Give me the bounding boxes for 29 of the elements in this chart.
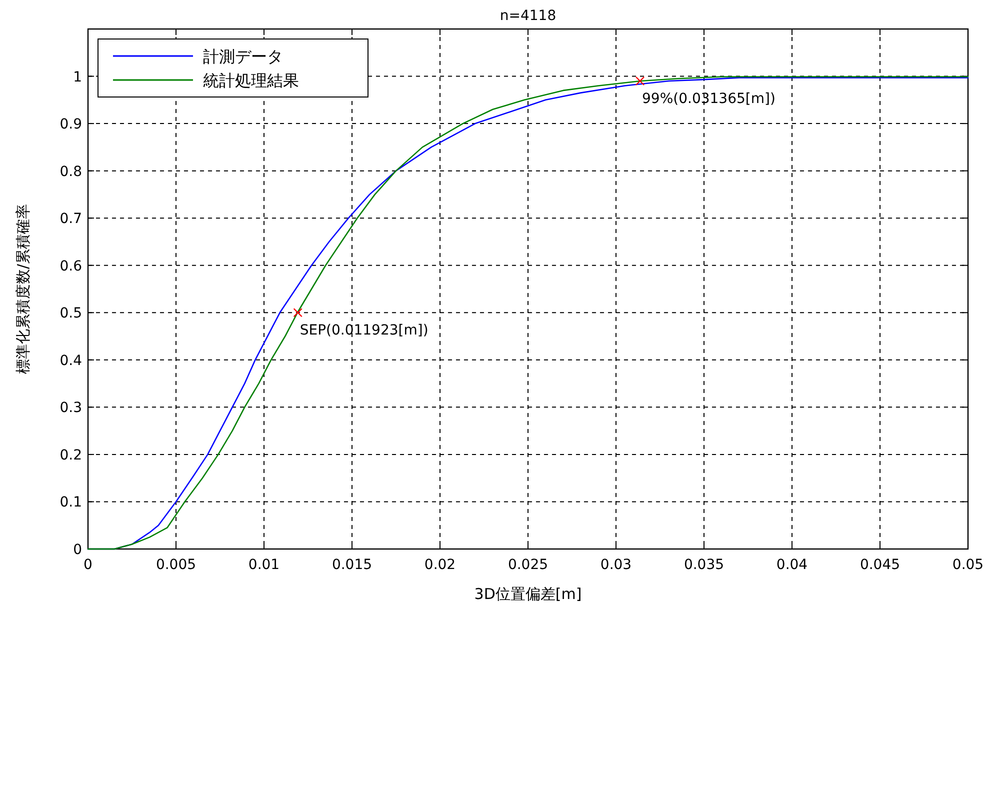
x-tick-label: 0.015 (332, 557, 372, 573)
annotation: SEP(0.011923[m]) (300, 322, 428, 339)
y-axis-title: 標準化累積度数/累積確率 (14, 204, 32, 374)
x-tick-label: 0.01 (248, 557, 280, 573)
y-tick-label: 0.1 (60, 494, 82, 511)
x-tick-label: 0.05 (952, 557, 984, 573)
legend-label: 統計処理結果 (203, 71, 299, 90)
x-tick-label: 0.035 (684, 557, 724, 573)
y-tick-label: 0.4 (60, 352, 82, 369)
y-tick-label: 0 (73, 542, 82, 558)
annotation: 99%(0.031365[m]) (642, 91, 776, 107)
y-tick-label: 0.6 (60, 258, 82, 274)
y-tick-label: 0.3 (60, 400, 82, 416)
x-tick-label: 0.03 (600, 557, 632, 573)
y-tick-label: 0.7 (60, 211, 82, 228)
x-axis-title: 3D位置偏差[m] (474, 585, 582, 603)
y-tick-label: 0.8 (60, 164, 82, 180)
chart-title: n=4118 (500, 8, 556, 24)
x-tick-label: 0.02 (424, 557, 456, 573)
x-tick-label: 0.04 (776, 557, 808, 573)
y-tick-label: 0.9 (60, 116, 82, 133)
legend-label: 計測データ (203, 47, 283, 66)
x-tick-label: 0 (84, 557, 92, 573)
y-tick-label: 0.5 (60, 306, 82, 322)
x-tick-label: 0.025 (508, 557, 548, 573)
x-tick-label: 0.045 (860, 557, 900, 573)
y-tick-label: 1 (73, 69, 82, 86)
y-tick-label: 0.2 (60, 447, 82, 464)
x-tick-label: 0.005 (156, 557, 196, 573)
